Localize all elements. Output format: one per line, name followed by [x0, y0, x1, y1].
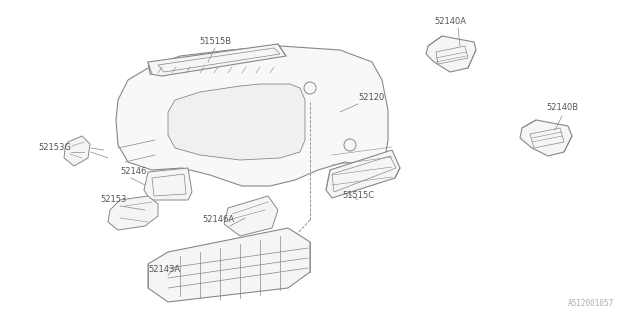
Polygon shape	[224, 196, 278, 236]
Text: 52146: 52146	[120, 167, 147, 177]
Text: 52143A: 52143A	[148, 266, 180, 275]
Text: 52140B: 52140B	[546, 103, 578, 113]
Polygon shape	[426, 36, 476, 72]
Text: 52146A: 52146A	[202, 215, 234, 225]
Polygon shape	[148, 44, 286, 76]
Polygon shape	[144, 168, 192, 200]
Polygon shape	[520, 120, 572, 156]
Text: A512001057: A512001057	[568, 299, 614, 308]
Text: 51515B: 51515B	[199, 37, 231, 46]
Text: 52140A: 52140A	[434, 18, 466, 27]
Text: 51515C: 51515C	[342, 190, 374, 199]
Polygon shape	[326, 150, 400, 198]
Text: 52120: 52120	[358, 93, 384, 102]
Text: 52153G: 52153G	[38, 143, 71, 153]
Polygon shape	[116, 46, 388, 186]
Text: 52153: 52153	[100, 196, 126, 204]
Polygon shape	[168, 84, 305, 160]
Polygon shape	[148, 228, 310, 302]
Polygon shape	[108, 196, 158, 230]
Polygon shape	[64, 136, 90, 166]
